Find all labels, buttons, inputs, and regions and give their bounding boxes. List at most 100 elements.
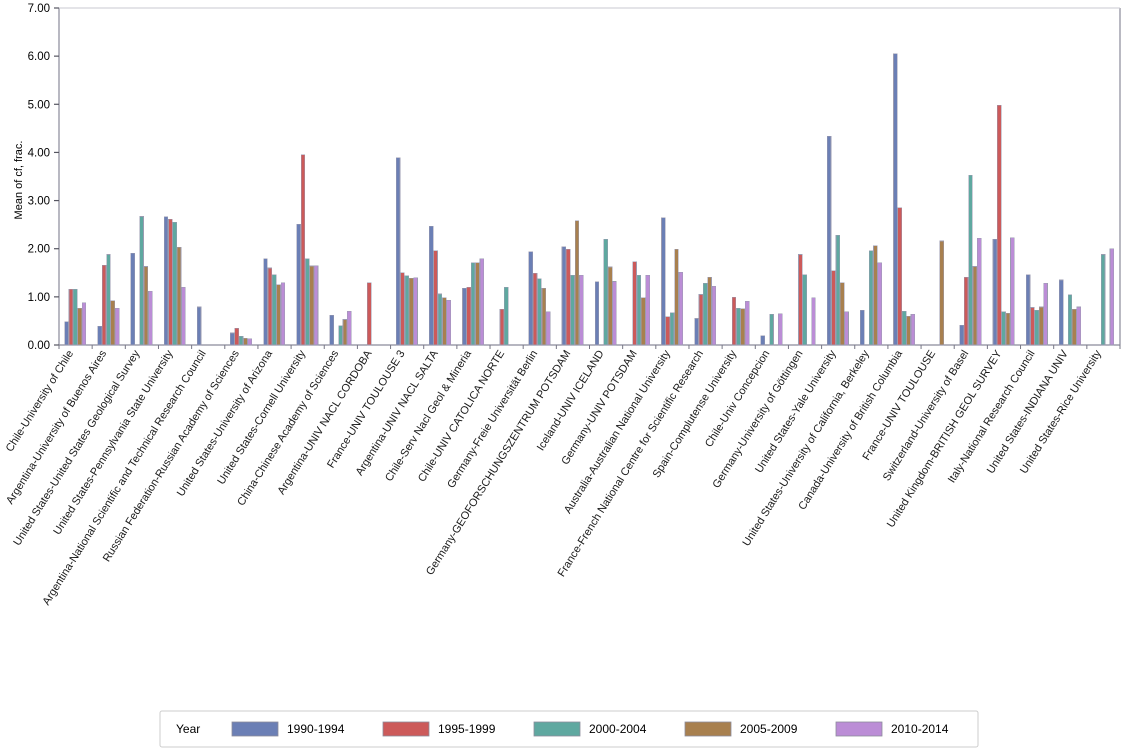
y-tick-label: 1.00 [28, 292, 50, 304]
bar [546, 311, 551, 346]
bar [579, 274, 584, 346]
bar [594, 281, 600, 346]
bar [143, 266, 149, 346]
y-tick-label: 7.00 [28, 3, 50, 15]
bar [433, 250, 438, 346]
bar [694, 318, 699, 346]
legend-title: Year [176, 722, 200, 736]
y-tick-label: 2.00 [28, 244, 50, 256]
bar [906, 315, 911, 346]
bar [831, 270, 836, 346]
bar [574, 220, 580, 346]
bar [163, 216, 169, 346]
bar [413, 277, 418, 346]
bar [106, 254, 111, 346]
bar [97, 325, 102, 346]
bar [711, 285, 717, 346]
bar [641, 297, 646, 346]
bar [972, 266, 978, 346]
y-axis-title: Mean of cf, frac. [13, 141, 25, 220]
bar [678, 271, 684, 346]
bar [313, 265, 319, 346]
legend-entry-label[interactable]: 1995-1999 [438, 722, 496, 736]
bars-layer [58, 53, 1121, 349]
bar [115, 308, 120, 346]
bar [1010, 237, 1015, 346]
bar [570, 274, 575, 346]
bar [309, 265, 314, 346]
bar [607, 266, 613, 346]
bar [176, 246, 182, 346]
bar [1005, 312, 1011, 346]
bar [342, 319, 348, 346]
bar [1025, 274, 1031, 346]
bar [844, 311, 849, 346]
bar [280, 282, 286, 346]
bar [446, 299, 451, 346]
bar [897, 207, 902, 346]
bar [669, 312, 675, 346]
bar [959, 324, 964, 346]
legend-entry-label[interactable]: 2000-2004 [589, 722, 647, 736]
bar [860, 310, 865, 346]
bar [462, 287, 467, 346]
bar [77, 308, 82, 346]
bar [868, 250, 874, 346]
bar [230, 332, 235, 346]
y-tick-label: 4.00 [28, 147, 50, 159]
bar [267, 267, 273, 346]
bar [1076, 306, 1081, 346]
bar [893, 53, 898, 346]
bar [347, 310, 352, 346]
bar [963, 276, 969, 346]
bar [130, 252, 136, 346]
bar [636, 274, 642, 346]
chart-legend: Year 1990-1994 1995-1999 2000-2004 2005-2009… [159, 710, 979, 748]
bar [470, 262, 476, 346]
bar [243, 337, 248, 346]
bar [760, 335, 765, 346]
bar [802, 274, 807, 346]
bar [703, 283, 708, 346]
bar [826, 135, 832, 346]
bar [263, 258, 268, 346]
bar [997, 104, 1002, 346]
y-tick-label: 5.00 [28, 99, 50, 111]
legend-swatch[interactable] [533, 721, 581, 737]
legend-swatch[interactable] [231, 721, 279, 737]
bar [475, 262, 480, 346]
legend-swatch[interactable] [382, 721, 430, 737]
bar [300, 154, 306, 346]
bar [196, 306, 202, 346]
bar [740, 308, 745, 346]
bar [541, 287, 547, 346]
legend-swatch[interactable] [684, 721, 732, 737]
legend-entry-label[interactable]: 2010-2014 [891, 722, 949, 736]
bar [901, 310, 907, 346]
bar [442, 297, 447, 346]
bar [968, 174, 973, 346]
legend-entry-label[interactable]: 1990-1994 [287, 722, 345, 736]
x-tick-marks [58, 345, 1121, 349]
bar [139, 216, 144, 346]
bar [873, 245, 878, 346]
bar [367, 282, 372, 346]
bar [910, 313, 916, 346]
bar [661, 217, 666, 346]
bar [1001, 311, 1006, 346]
bar [532, 272, 538, 346]
legend-swatch[interactable] [835, 721, 883, 737]
bar [561, 246, 567, 346]
bar [238, 336, 244, 346]
bar [1043, 283, 1048, 346]
bar [528, 251, 533, 346]
legend-entry-label[interactable]: 2005-2009 [740, 722, 798, 736]
bar [429, 225, 434, 346]
bar [811, 297, 816, 346]
bar [247, 338, 252, 346]
bar [1030, 307, 1035, 346]
bar [632, 261, 637, 346]
bar [992, 238, 998, 346]
bar [234, 327, 239, 346]
